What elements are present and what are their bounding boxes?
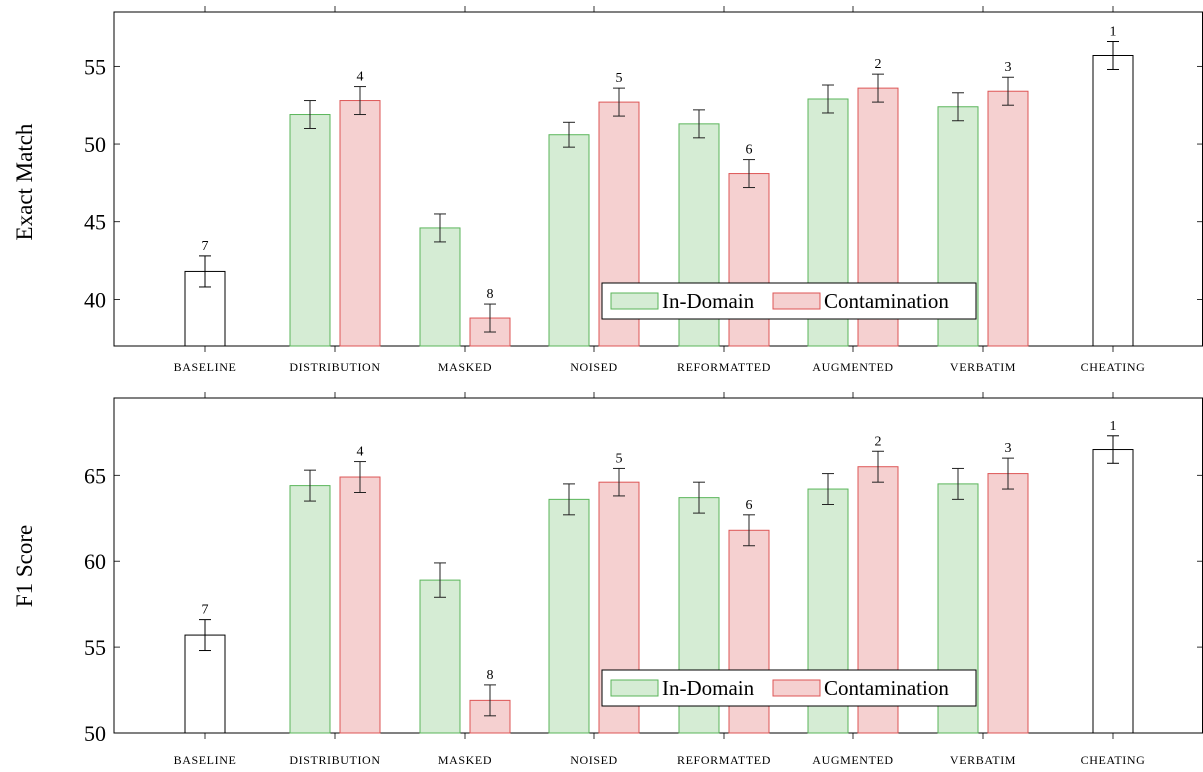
- bar-contamination: [987, 90, 1029, 347]
- bar-reference: [1092, 449, 1134, 734]
- category-label: MASKED: [438, 753, 492, 767]
- rank-label: 3: [1005, 441, 1012, 456]
- rank-label: 1: [1110, 419, 1117, 434]
- legend-label-contamination: Contamination: [824, 289, 949, 313]
- bar-contamination: [339, 100, 381, 347]
- y-tick-label: 45: [84, 210, 106, 235]
- legend-label-in-domain: In-Domain: [662, 289, 755, 313]
- legend-swatch-contamination: [772, 679, 821, 697]
- category-label: BASELINE: [174, 753, 237, 767]
- y-axis-label: F1 Score: [12, 525, 37, 607]
- category-label: NOISED: [570, 753, 618, 767]
- category-label: AUGMENTED: [812, 753, 893, 767]
- category-label: VERBATIM: [950, 360, 1016, 374]
- y-tick-label: 60: [84, 549, 106, 574]
- bar-contamination: [728, 173, 770, 347]
- rank-label: 6: [746, 498, 753, 513]
- category-label: CHEATING: [1081, 753, 1146, 767]
- legend-swatch-contamination: [772, 292, 821, 310]
- category-label: CHEATING: [1081, 360, 1146, 374]
- rank-label: 3: [1005, 60, 1012, 75]
- bar-in-domain: [548, 498, 590, 734]
- y-tick-label: 65: [84, 463, 106, 488]
- category-label: REFORMATTED: [677, 360, 771, 374]
- category-label: DISTRIBUTION: [289, 753, 380, 767]
- rank-label: 2: [875, 434, 882, 449]
- y-tick-label: 55: [84, 635, 106, 660]
- rank-label: 8: [487, 287, 494, 302]
- y-tick-label: 55: [84, 54, 106, 79]
- legend-label-contamination: Contamination: [824, 676, 949, 700]
- rank-label: 7: [202, 603, 209, 618]
- rank-label: 5: [616, 71, 623, 86]
- y-tick-label: 50: [84, 132, 106, 157]
- category-label: AUGMENTED: [812, 360, 893, 374]
- legend-swatch-in-domain: [610, 679, 659, 697]
- legend: In-Domain Contamination: [601, 669, 977, 707]
- category-label: MASKED: [438, 360, 492, 374]
- bar-in-domain: [289, 114, 331, 347]
- bar-in-domain: [289, 485, 331, 734]
- y-tick-label: 40: [84, 287, 106, 312]
- bar-reference: [1092, 54, 1134, 347]
- bar-in-domain: [419, 227, 461, 347]
- rank-label: 6: [746, 143, 753, 158]
- bar-in-domain: [419, 579, 461, 734]
- category-label: VERBATIM: [950, 753, 1016, 767]
- bar-contamination: [339, 476, 381, 734]
- legend: In-Domain Contamination: [601, 282, 977, 320]
- rank-label: 8: [487, 668, 494, 683]
- rank-label: 4: [357, 445, 364, 460]
- rank-label: 1: [1110, 25, 1117, 40]
- legend-swatch-in-domain: [610, 292, 659, 310]
- rank-label: 7: [202, 239, 209, 254]
- category-label: REFORMATTED: [677, 753, 771, 767]
- rank-label: 5: [616, 451, 623, 466]
- category-label: NOISED: [570, 360, 618, 374]
- bar-contamination: [987, 473, 1029, 734]
- legend-label-in-domain: In-Domain: [662, 676, 755, 700]
- y-axis-label: Exact Match: [12, 123, 37, 240]
- category-label: BASELINE: [174, 360, 237, 374]
- category-label: DISTRIBUTION: [289, 360, 380, 374]
- y-tick-label: 50: [84, 721, 106, 746]
- rank-label: 4: [357, 70, 364, 85]
- rank-label: 2: [875, 57, 882, 72]
- bar-in-domain: [548, 134, 590, 347]
